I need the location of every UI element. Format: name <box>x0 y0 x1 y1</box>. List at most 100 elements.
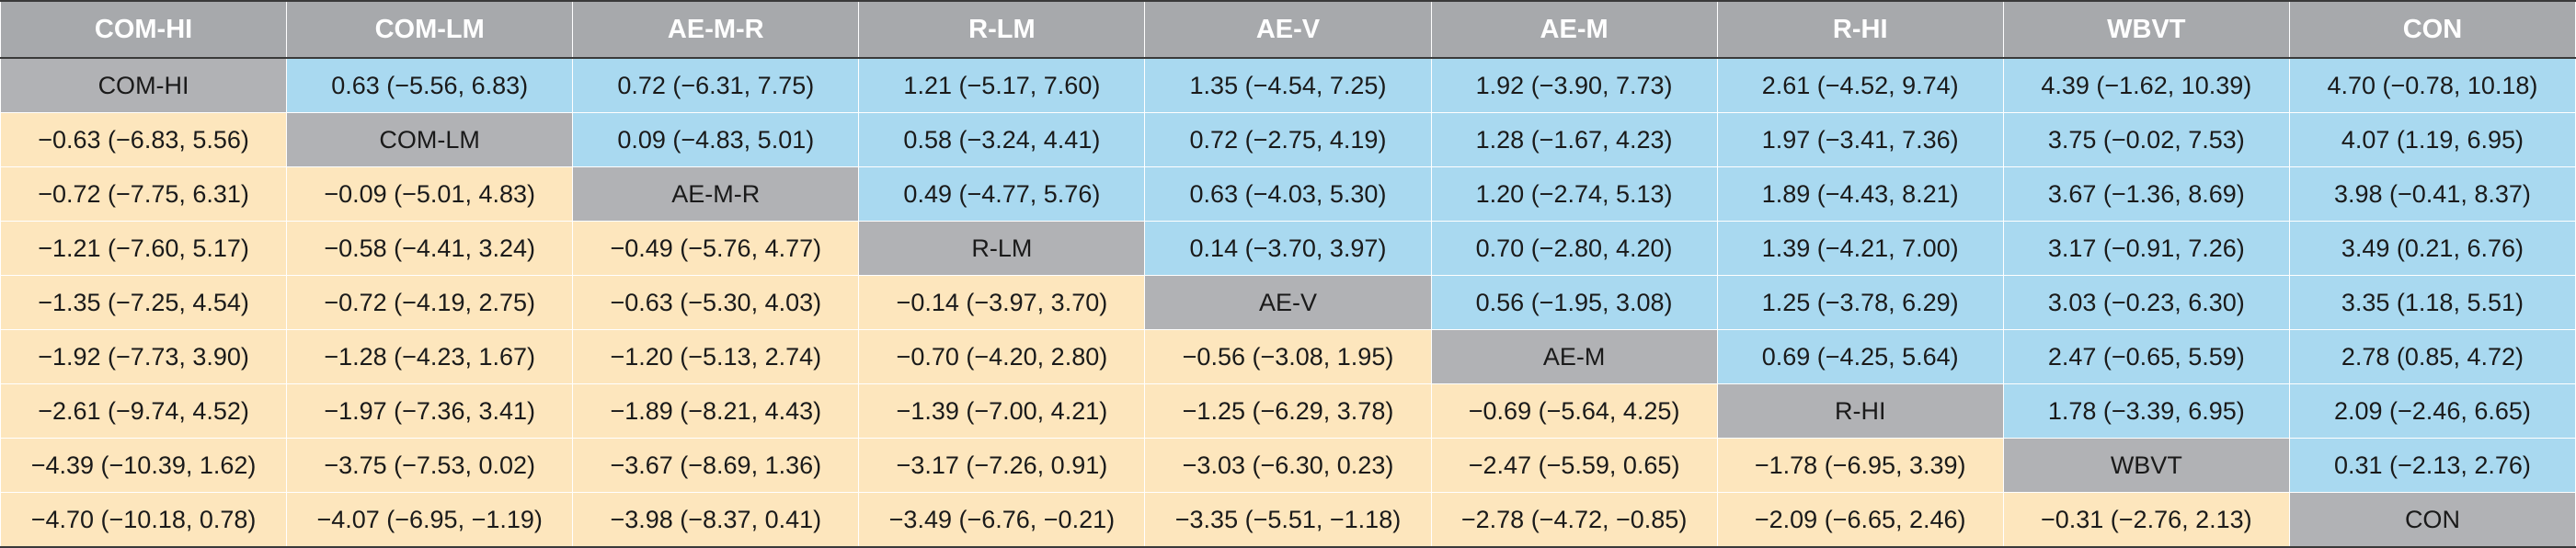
diagonal-treatment-cell: AE-V <box>1144 275 1432 330</box>
comparison-cell: −3.17 (−7.26, 0.91) <box>858 438 1146 493</box>
table-row: −1.21 (−7.60, 5.17) −0.58 (−4.41, 3.24) −0… <box>0 221 2576 276</box>
table-row: −4.70 (−10.18, 0.78) −4.07 (−6.95, −1.19)… <box>0 492 2576 548</box>
comparison-cell: 4.07 (1.19, 6.95) <box>2288 112 2576 167</box>
comparison-cell: −4.39 (−10.39, 1.62) <box>0 438 288 493</box>
comparison-cell: −4.70 (−10.18, 0.78) <box>0 492 288 548</box>
comparison-cell: −0.72 (−4.19, 2.75) <box>286 275 574 330</box>
column-header-r-lm: R-LM <box>858 0 1146 59</box>
comparison-cell: −0.09 (−5.01, 4.83) <box>286 166 574 222</box>
diagonal-treatment-cell: COM-HI <box>0 57 288 113</box>
comparison-cell: −2.78 (−4.72, −0.85) <box>1430 492 1718 548</box>
comparison-cell: −3.98 (−8.37, 0.41) <box>572 492 860 548</box>
comparison-cell: 3.67 (−1.36, 8.69) <box>2002 166 2290 222</box>
table-row: COM-HI 0.63 (−5.56, 6.83) 0.72 (−6.31, 7.7… <box>0 57 2576 113</box>
column-header-wbvt: WBVT <box>2002 0 2290 59</box>
comparison-cell: −3.03 (−6.30, 0.23) <box>1144 438 1432 493</box>
comparison-cell: 2.09 (−2.46, 6.65) <box>2288 383 2576 439</box>
header-row: COM-HI COM-LM AE-M-R R-LM AE-V AE-M R-HI WBVT CO… <box>0 0 2576 59</box>
comparison-cell: 0.63 (−4.03, 5.30) <box>1144 166 1432 222</box>
comparison-cell: 2.61 (−4.52, 9.74) <box>1716 57 2004 113</box>
comparison-cell: −1.20 (−5.13, 2.74) <box>572 329 860 384</box>
comparison-cell: −2.09 (−6.65, 2.46) <box>1716 492 2004 548</box>
comparison-cell: 4.70 (−0.78, 10.18) <box>2288 57 2576 113</box>
column-header-ae-v: AE-V <box>1144 0 1432 59</box>
comparison-cell: 1.89 (−4.43, 8.21) <box>1716 166 2004 222</box>
comparison-cell: −1.78 (−6.95, 3.39) <box>1716 438 2004 493</box>
comparison-cell: −1.25 (−6.29, 3.78) <box>1144 383 1432 439</box>
comparison-cell: −1.89 (−8.21, 4.43) <box>572 383 860 439</box>
table-row: −4.39 (−10.39, 1.62) −3.75 (−7.53, 0.02) −… <box>0 438 2576 493</box>
comparison-cell: −2.61 (−9.74, 4.52) <box>0 383 288 439</box>
comparison-cell: 1.28 (−1.67, 4.23) <box>1430 112 1718 167</box>
comparison-cell: −1.92 (−7.73, 3.90) <box>0 329 288 384</box>
comparison-cell: 4.39 (−1.62, 10.39) <box>2002 57 2290 113</box>
table-body: COM-HI 0.63 (−5.56, 6.83) 0.72 (−6.31, 7.7… <box>0 57 2576 548</box>
comparison-cell: −3.75 (−7.53, 0.02) <box>286 438 574 493</box>
comparison-cell: 1.39 (−4.21, 7.00) <box>1716 221 2004 276</box>
comparison-cell: −0.72 (−7.75, 6.31) <box>0 166 288 222</box>
column-header-r-hi: R-HI <box>1716 0 2004 59</box>
comparison-cell: 3.17 (−0.91, 7.26) <box>2002 221 2290 276</box>
comparison-cell: −2.47 (−5.59, 0.65) <box>1430 438 1718 493</box>
diagonal-treatment-cell: AE-M <box>1430 329 1718 384</box>
comparison-cell: 0.72 (−6.31, 7.75) <box>572 57 860 113</box>
comparison-cell: −4.07 (−6.95, −1.19) <box>286 492 574 548</box>
comparison-cell: −1.28 (−4.23, 1.67) <box>286 329 574 384</box>
comparison-cell: 3.75 (−0.02, 7.53) <box>2002 112 2290 167</box>
comparison-cell: −3.67 (−8.69, 1.36) <box>572 438 860 493</box>
diagonal-treatment-cell: R-HI <box>1716 383 2004 439</box>
comparison-cell: 3.03 (−0.23, 6.30) <box>2002 275 2290 330</box>
comparison-cell: −0.49 (−5.76, 4.77) <box>572 221 860 276</box>
table-row: −1.35 (−7.25, 4.54) −0.72 (−4.19, 2.75) −0… <box>0 275 2576 330</box>
comparison-cell: −0.58 (−4.41, 3.24) <box>286 221 574 276</box>
comparison-cell: −3.49 (−6.76, −0.21) <box>858 492 1146 548</box>
comparison-cell: −0.14 (−3.97, 3.70) <box>858 275 1146 330</box>
comparison-cell: 0.31 (−2.13, 2.76) <box>2288 438 2576 493</box>
comparison-cell: −0.31 (−2.76, 2.13) <box>2002 492 2290 548</box>
comparison-cell: −1.21 (−7.60, 5.17) <box>0 221 288 276</box>
diagonal-treatment-cell: COM-LM <box>286 112 574 167</box>
comparison-cell: 0.63 (−5.56, 6.83) <box>286 57 574 113</box>
comparison-cell: −0.63 (−5.30, 4.03) <box>572 275 860 330</box>
diagonal-treatment-cell: R-LM <box>858 221 1146 276</box>
column-header-ae-m-r: AE-M-R <box>572 0 860 59</box>
comparison-cell: −0.70 (−4.20, 2.80) <box>858 329 1146 384</box>
comparison-cell: 3.35 (1.18, 5.51) <box>2288 275 2576 330</box>
comparison-cell: 1.20 (−2.74, 5.13) <box>1430 166 1718 222</box>
comparison-cell: 0.58 (−3.24, 4.41) <box>858 112 1146 167</box>
comparison-cell: 0.09 (−4.83, 5.01) <box>572 112 860 167</box>
comparison-cell: 0.49 (−4.77, 5.76) <box>858 166 1146 222</box>
comparison-cell: 0.70 (−2.80, 4.20) <box>1430 221 1718 276</box>
diagonal-treatment-cell: CON <box>2288 492 2576 548</box>
table-row: −0.63 (−6.83, 5.56) COM-LM 0.09 (−4.83, 5.… <box>0 112 2576 167</box>
comparison-cell: 0.69 (−4.25, 5.64) <box>1716 329 2004 384</box>
table-row: −1.92 (−7.73, 3.90) −1.28 (−4.23, 1.67) −1… <box>0 329 2576 384</box>
comparison-cell: 3.49 (0.21, 6.76) <box>2288 221 2576 276</box>
comparison-cell: −1.35 (−7.25, 4.54) <box>0 275 288 330</box>
comparison-cell: −1.97 (−7.36, 3.41) <box>286 383 574 439</box>
comparison-cell: 1.92 (−3.90, 7.73) <box>1430 57 1718 113</box>
comparison-cell: 2.78 (0.85, 4.72) <box>2288 329 2576 384</box>
comparison-cell: 1.25 (−3.78, 6.29) <box>1716 275 2004 330</box>
comparison-cell: 0.14 (−3.70, 3.97) <box>1144 221 1432 276</box>
column-header-com-hi: COM-HI <box>0 0 288 59</box>
comparison-cell: 0.56 (−1.95, 3.08) <box>1430 275 1718 330</box>
comparison-cell: −0.69 (−5.64, 4.25) <box>1430 383 1718 439</box>
comparison-cell: 2.47 (−0.65, 5.59) <box>2002 329 2290 384</box>
comparison-cell: 1.97 (−3.41, 7.36) <box>1716 112 2004 167</box>
comparison-cell: −1.39 (−7.00, 4.21) <box>858 383 1146 439</box>
column-header-com-lm: COM-LM <box>286 0 574 59</box>
comparison-cell: −3.35 (−5.51, −1.18) <box>1144 492 1432 548</box>
diagonal-treatment-cell: WBVT <box>2002 438 2290 493</box>
column-header-ae-m: AE-M <box>1430 0 1718 59</box>
comparison-cell: −0.56 (−3.08, 1.95) <box>1144 329 1432 384</box>
table-row: −0.72 (−7.75, 6.31) −0.09 (−5.01, 4.83) AE… <box>0 166 2576 222</box>
column-header-con: CON <box>2288 0 2576 59</box>
comparison-cell: 1.78 (−3.39, 6.95) <box>2002 383 2290 439</box>
comparison-cell: 3.98 (−0.41, 8.37) <box>2288 166 2576 222</box>
comparison-cell: 0.72 (−2.75, 4.19) <box>1144 112 1432 167</box>
comparison-cell: −0.63 (−6.83, 5.56) <box>0 112 288 167</box>
table-row: −2.61 (−9.74, 4.52) −1.97 (−7.36, 3.41) −1… <box>0 383 2576 439</box>
